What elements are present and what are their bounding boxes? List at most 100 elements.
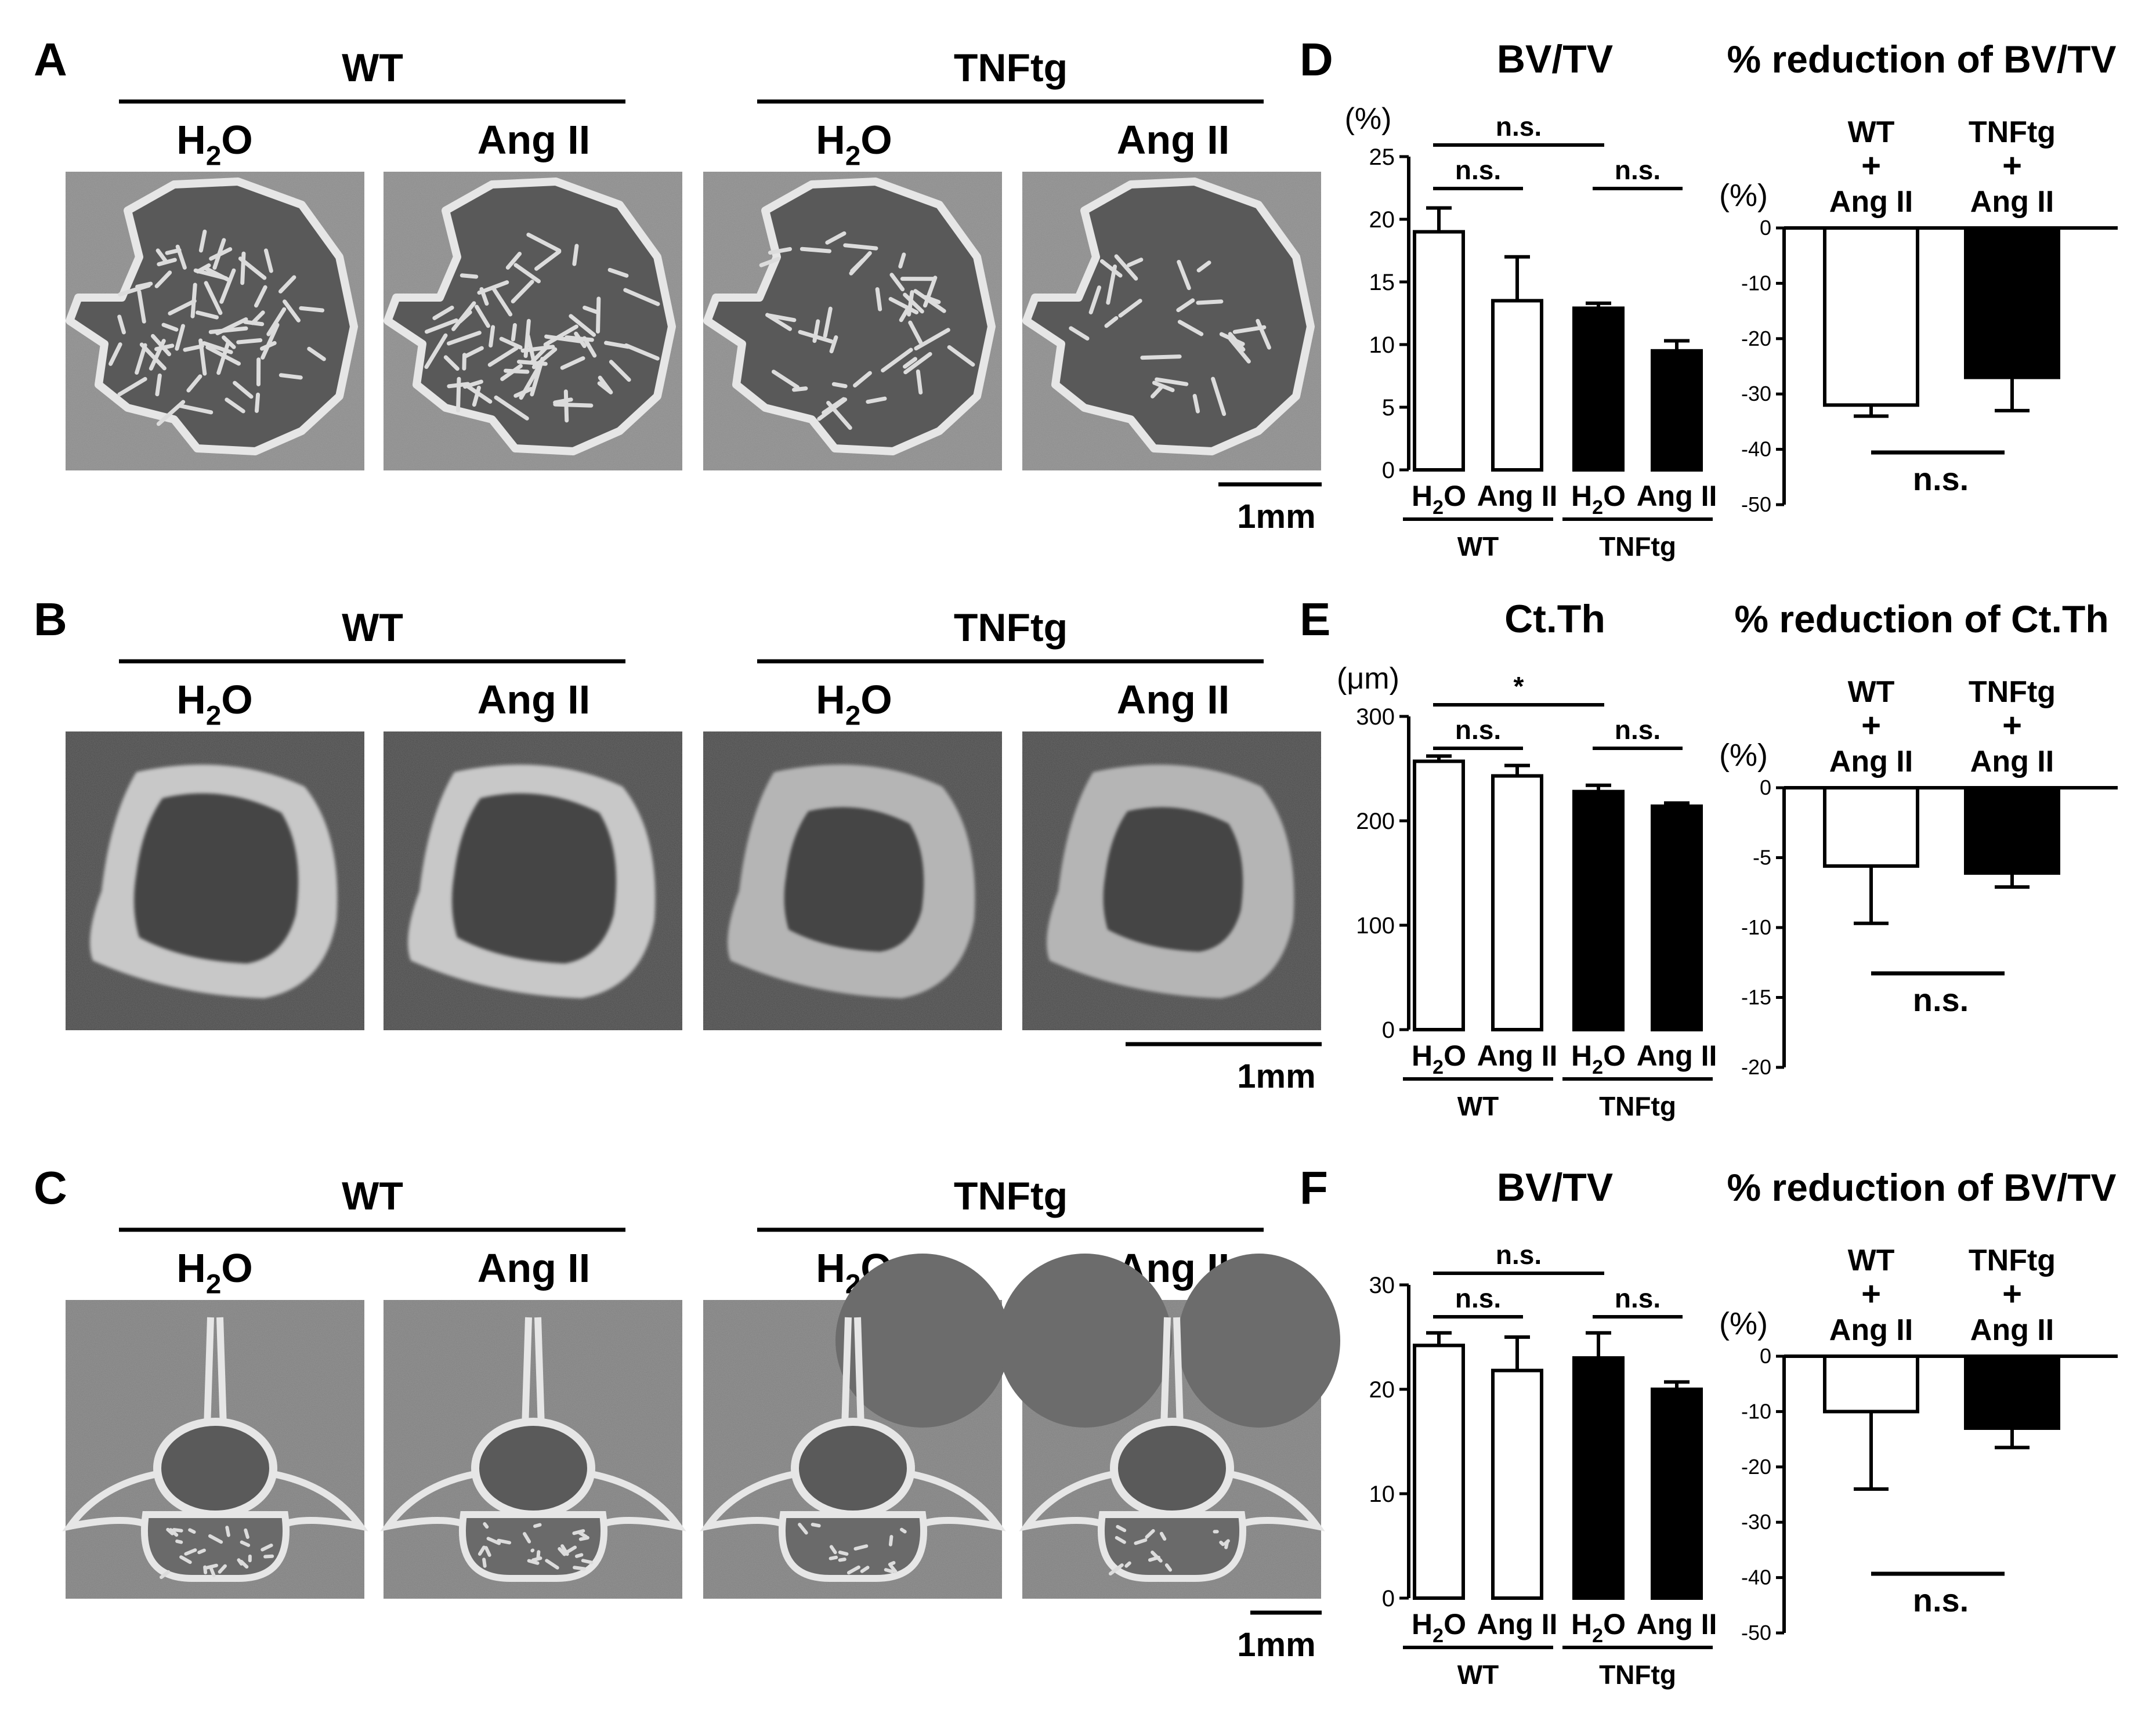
trabecula-strut <box>582 336 597 358</box>
trabecula-strut <box>581 1559 594 1564</box>
label-main: H <box>1412 1040 1432 1072</box>
trabecula-strut <box>1223 1539 1230 1546</box>
cortical-ring-image <box>703 731 1002 1030</box>
trabecula-strut <box>850 258 865 273</box>
trabecula-strut <box>566 1545 577 1553</box>
trabecula-strut <box>1177 320 1204 336</box>
panel-letter: A <box>34 34 67 85</box>
label-main: H <box>1571 1040 1592 1072</box>
vertebral-foramen <box>153 1418 277 1519</box>
vertebral-body <box>140 1511 290 1582</box>
chart-title: % reduction of BV/TV <box>1727 1166 2116 1209</box>
trabecula-strut <box>604 341 631 349</box>
label-main: Ang II <box>1637 1608 1717 1640</box>
y-tick-label: -20 <box>1741 1055 1771 1079</box>
trabecular-section-image <box>384 172 682 470</box>
trabecula-strut <box>208 326 248 334</box>
trabecula-strut <box>914 328 950 351</box>
trabecula-strut <box>233 381 254 399</box>
y-tick-label: 10 <box>1369 1482 1395 1507</box>
trabecula-strut <box>118 283 151 297</box>
trabecula-strut <box>261 323 280 360</box>
trabecula-strut <box>817 397 848 421</box>
x-tick-label: Ang II <box>1637 1608 1717 1640</box>
trabecula-strut <box>800 247 832 253</box>
x-tick-label: H2O <box>1412 1040 1466 1078</box>
trabecula-strut <box>1177 259 1191 291</box>
trabecula-strut <box>544 334 582 343</box>
spinous-process <box>204 1317 227 1428</box>
trabecula-strut <box>460 273 479 279</box>
bar <box>1964 226 2060 379</box>
y-tick-label: -30 <box>1741 1510 1771 1534</box>
trabecula-strut <box>218 1564 227 1574</box>
category-label-line: TNFtg <box>1969 1244 2056 1277</box>
significance-label: * <box>1514 671 1524 701</box>
label-main: Ang II <box>1637 480 1717 512</box>
trabecula-strut <box>183 344 204 352</box>
group-label-tnf: TNFtg <box>954 46 1068 90</box>
label-subscript: 2 <box>1432 1056 1444 1078</box>
trabecula-strut <box>499 336 523 350</box>
bar <box>1572 1356 1625 1600</box>
trabecula-strut <box>278 373 303 380</box>
trabecula-strut <box>511 323 517 342</box>
y-tick-label: -10 <box>1741 271 1771 295</box>
trabecula-strut <box>443 355 460 371</box>
trabecula-strut <box>888 1535 893 1546</box>
trabecula-strut <box>553 397 573 405</box>
trabecula-strut <box>884 1568 894 1574</box>
trabecula-strut <box>155 248 169 265</box>
trabecula-strut <box>1192 394 1200 414</box>
vertebral-body <box>1097 1511 1247 1582</box>
trabecula-strut <box>168 299 197 316</box>
trabecula-strut <box>792 386 808 392</box>
vertebral-body <box>778 1511 928 1582</box>
cortical-ring-image <box>66 731 364 1030</box>
trabecula-strut <box>222 335 236 349</box>
chart-title: Ct.Th <box>1504 597 1605 641</box>
y-tick-label: 10 <box>1369 332 1395 358</box>
label-tail: O <box>1603 1608 1626 1640</box>
trabecula-strut <box>526 233 562 253</box>
trabecular-section-image <box>1022 172 1321 470</box>
label-tail: O <box>1444 1040 1466 1072</box>
spinous-process <box>522 1317 545 1428</box>
y-axis-label: (%) <box>1719 738 1768 773</box>
significance-label: n.s. <box>1455 155 1501 185</box>
trabecula-strut <box>1256 318 1271 350</box>
label-subscript: 2 <box>206 141 221 172</box>
trabecula-strut <box>492 287 513 317</box>
trabecula-strut <box>489 325 495 348</box>
y-tick-label: -10 <box>1741 1399 1771 1423</box>
trabecula-strut <box>523 318 531 358</box>
category-label-line: WT <box>1848 675 1895 709</box>
trabecula-strut <box>179 1555 192 1564</box>
vertebral-foramen <box>791 1418 915 1519</box>
label-subscript: 2 <box>1592 1625 1603 1647</box>
trabecula-strut <box>530 343 550 364</box>
trabecula-strut <box>477 1545 486 1556</box>
trabecula-strut <box>889 1563 898 1574</box>
trabecula-strut <box>212 238 226 270</box>
y-tick-label: -40 <box>1741 437 1771 461</box>
trabecula-strut <box>1219 1540 1225 1546</box>
label-main: Ang II <box>1117 677 1229 722</box>
bar <box>1964 786 2060 875</box>
trabecula-strut <box>609 360 631 382</box>
y-tick-label: -20 <box>1741 327 1771 350</box>
trabecula-strut <box>624 343 660 361</box>
comparison-label: n.s. <box>1913 981 1969 1018</box>
trabecula-strut <box>829 1555 838 1560</box>
label-main: H <box>176 677 206 722</box>
trabecula-strut <box>623 288 660 306</box>
trabecula-strut <box>812 319 820 343</box>
trabecula-strut <box>486 1537 501 1545</box>
scale-bar-label: 1mm <box>1237 1626 1315 1664</box>
y-tick-label: 100 <box>1356 913 1395 939</box>
transverse-process <box>700 1471 1006 1531</box>
trabecula-strut <box>1228 332 1246 352</box>
label-tail: O <box>1603 480 1626 512</box>
trabecula-strut <box>243 320 265 327</box>
